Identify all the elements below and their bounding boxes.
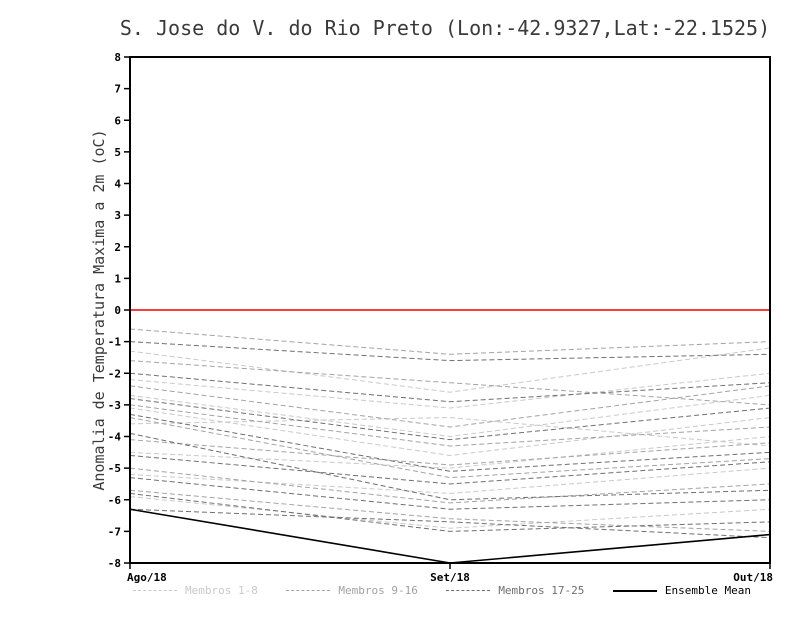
member-line (129, 467, 771, 504)
member-line (129, 394, 771, 438)
y-axis-tick-label: 1 (114, 272, 121, 285)
member-line (129, 477, 771, 510)
member-line (129, 404, 771, 447)
chart-title: S. Jose do V. do Rio Preto (Lon:-42.9327… (119, 16, 771, 40)
member-line (129, 417, 771, 479)
y-axis-tick-label: 6 (114, 114, 121, 127)
member-line (129, 439, 771, 466)
member-line (129, 492, 771, 532)
member-line (129, 407, 771, 456)
y-axis-tick-label: 0 (114, 304, 121, 317)
y-axis-tick-label: -5 (108, 462, 121, 475)
legend-label-ensemble-mean: Ensemble Mean (664, 584, 751, 597)
legend-label-membros-9-16: Membros 9-16 (338, 584, 418, 597)
member-line (129, 489, 771, 532)
y-axis-tick-label: -4 (108, 431, 122, 444)
legend-dashed-line-membros-1-8 (133, 590, 177, 591)
legend-solid-line-ensemble-mean (612, 589, 657, 592)
y-axis-tick-label: 7 (114, 83, 121, 96)
member-line (129, 496, 771, 529)
member-line (129, 432, 771, 501)
legend-item-membros-9-16: Membros 9-16 (286, 584, 418, 597)
y-axis-tick-label: -7 (108, 525, 121, 538)
member-line (129, 328, 771, 355)
legend: Membros 1-8 Membros 9-16 Membros 17-25 E… (133, 584, 751, 597)
legend-dashed-line-membros-9-16 (286, 590, 331, 591)
y-axis-tick-label: 5 (114, 146, 121, 159)
ensemble-mean-line (129, 508, 771, 564)
member-line (129, 467, 771, 494)
y-axis-tick-label: -3 (108, 399, 121, 412)
y-axis-tick-label: 3 (114, 209, 121, 222)
y-axis-tick-label: 4 (114, 178, 121, 191)
member-line (129, 413, 771, 472)
y-axis-tick-label: -2 (108, 367, 121, 380)
legend-dashed-line-membros-17-25 (446, 590, 491, 591)
legend-item-membros-17-25: Membros 17-25 (446, 584, 584, 597)
legend-item-membros-1-8: Membros 1-8 (133, 584, 258, 597)
member-line (129, 436, 771, 469)
x-axis-tick-label: Out/18 (733, 571, 773, 584)
member-line (129, 372, 771, 409)
member-line (129, 372, 771, 403)
member-line (129, 347, 771, 393)
legend-item-ensemble-mean: Ensemble Mean (612, 584, 751, 597)
x-axis-tick-label: Set/18 (430, 571, 470, 584)
member-line (129, 508, 771, 539)
y-axis-tick-label: 8 (114, 51, 121, 64)
y-axis-tick-label: -8 (108, 557, 121, 570)
legend-label-membros-17-25: Membros 17-25 (498, 584, 585, 597)
member-line (129, 417, 771, 447)
member-line (129, 454, 771, 485)
legend-label-membros-1-8: Membros 1-8 (185, 584, 258, 597)
member-line (129, 385, 771, 428)
member-line (129, 398, 771, 441)
y-axis-tick-label: -1 (108, 336, 122, 349)
member-line (129, 360, 771, 406)
member-line (129, 341, 771, 362)
x-axis-tick-label: Ago/18 (127, 571, 167, 584)
y-axis-tick-label: 2 (114, 241, 121, 254)
y-axis-tick-label: -6 (108, 494, 122, 507)
